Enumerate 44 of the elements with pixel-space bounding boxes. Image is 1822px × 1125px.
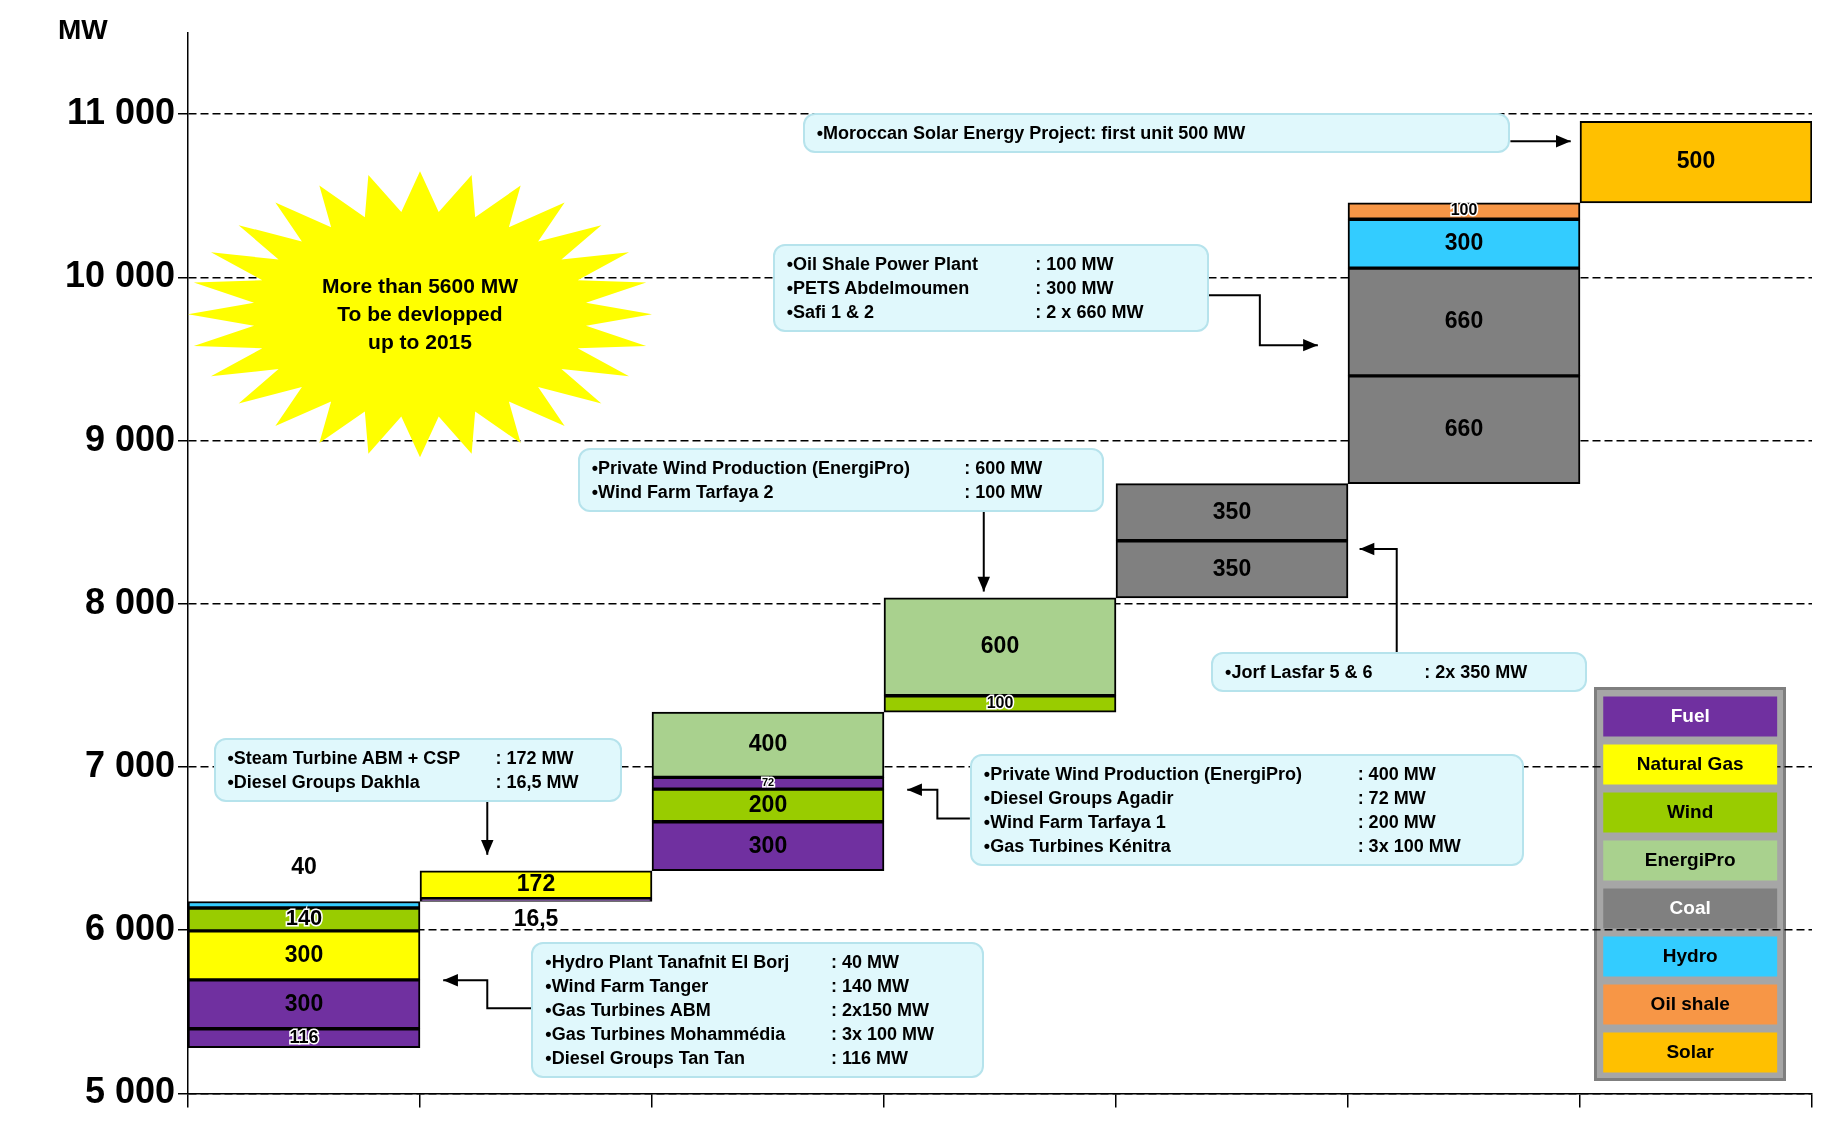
data-label: 500 — [1676, 147, 1716, 174]
data-label: 116 — [289, 1027, 319, 1048]
y-tick-label: 7 000 — [84, 743, 175, 785]
data-label: 600 — [980, 632, 1020, 659]
annotation: •Moroccan Solar Energy Project: first unit 500 MW — [816, 122, 1247, 146]
y-tick-label: 6 000 — [84, 907, 175, 949]
callout-box: •Private Wind Production (EnergiPro) : 600 MW •Wind Farm Tarfaya 2 : 100 MW — [577, 448, 1105, 513]
text: Coal — [1669, 896, 1711, 918]
callout-box: •Moroccan Solar Energy Project: first unit 500 MW — [802, 113, 1511, 154]
data-label: 660 — [1444, 307, 1484, 334]
text: Fuel — [1670, 704, 1710, 726]
text: Solar — [1666, 1040, 1715, 1062]
callout-box: •Hydro Plant Tanafnit El Borj : 40 MW •Wind Farm Tanger : 140 MW •Gas Turbines ABM : 2x150 MW •Gas Turbines Mohammédia : 3x 100 MW •Diesel Groups Tan Tan : 116 MW — [531, 942, 984, 1079]
data-label: 40 — [291, 852, 317, 879]
text: EnergiPro — [1644, 848, 1736, 870]
y-tick-label: 9 000 — [84, 417, 175, 459]
data-label: 100 — [1450, 201, 1478, 219]
callout-box: •Steam Turbine ABM + CSP : 172 MW •Diesel Groups Dakhla : 16,5 MW — [213, 738, 622, 803]
annotation: More than 5600 MW To be devlopped up to 2015 — [320, 273, 519, 356]
data-label: 660 — [1444, 415, 1484, 442]
data-label: 200 — [748, 790, 788, 817]
text: Hydro — [1662, 944, 1718, 966]
y-tick-label: 5 000 — [84, 1070, 175, 1112]
data-label: 350 — [1212, 554, 1252, 581]
callout-box: •Private Wind Production (EnergiPro) : 400 MW •Diesel Groups Agadir : 72 MW •Wind Farm Tarfaya 1 : 200 MW •Gas Turbines Kénitra : 3x 100 MW — [969, 753, 1525, 866]
data-label: 300 — [284, 989, 324, 1016]
text: Wind — [1667, 800, 1714, 822]
data-label: 350 — [1212, 497, 1252, 524]
data-label: 300 — [284, 940, 324, 967]
data-label: 140 — [285, 905, 323, 931]
callout-box: •Jorf Lasfar 5 & 6 : 2x 350 MW — [1211, 652, 1587, 693]
data-label: 300 — [748, 831, 788, 858]
data-label: 172 — [516, 870, 556, 897]
data-label: 100 — [986, 694, 1014, 712]
data-label: 16,5 — [513, 904, 559, 931]
y-tick-label: 10 000 — [64, 254, 175, 296]
text: Natural Gas — [1636, 752, 1744, 774]
y-tick-label: 8 000 — [84, 580, 175, 622]
data-label: 400 — [748, 730, 788, 757]
y-axis-title: MW — [58, 14, 108, 46]
text: Oil shale — [1650, 992, 1730, 1014]
data-label: 300 — [1444, 229, 1484, 256]
y-tick-label: 11 000 — [66, 91, 175, 133]
callout-box: •Oil Shale Power Plant : 100 MW •PETS Abdelmoumen : 300 MW •Safi 1 & 2 : 2 x 660 MW — [772, 244, 1209, 333]
